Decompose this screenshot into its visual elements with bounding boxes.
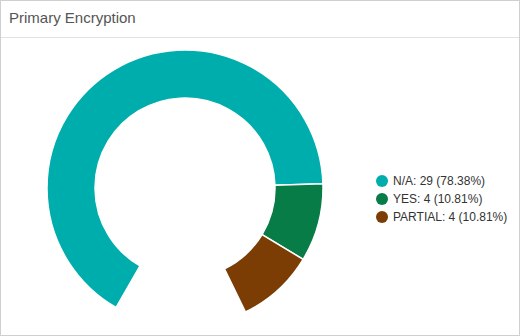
- title: Primary Encryption: [9, 9, 136, 26]
- plot: [47, 50, 323, 312]
- legend: N/A: 29 (78.38%) YES: 4 (10.81%) PARTIAL: …: [376, 174, 507, 224]
- legend-label: PARTIAL: 4 (10.81%): [393, 210, 507, 224]
- legend-swatch: [376, 175, 388, 187]
- legend-swatch: [376, 211, 388, 223]
- header-divider: [1, 37, 519, 38]
- legend-label: YES: 4 (10.81%): [393, 192, 482, 206]
- legend-label: N/A: 29 (78.38%): [393, 174, 485, 188]
- slice: [224, 235, 303, 312]
- panel: [1, 1, 520, 336]
- legend-swatch: [376, 193, 388, 205]
- chart: Primary Encryption N/A: 29 (78.38%) YES: 4…: [0, 0, 520, 336]
